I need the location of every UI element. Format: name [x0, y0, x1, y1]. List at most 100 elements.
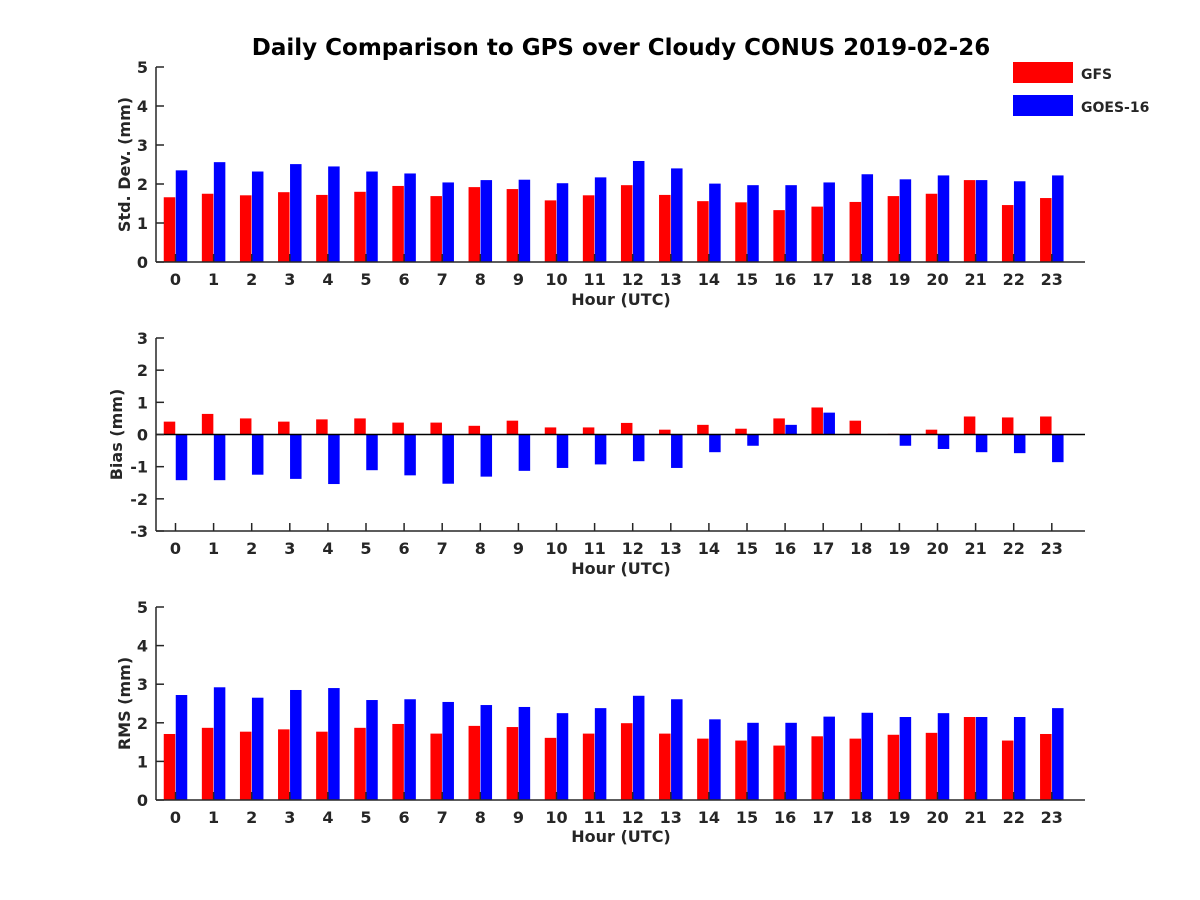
x-tick-label-rms-4: 4 — [322, 808, 333, 827]
x-axis-label-stddev: Hour (UTC) — [571, 290, 671, 309]
bar-bias-goes16-0 — [175, 434, 188, 481]
bar-stddev-goes16-20 — [937, 175, 950, 262]
bar-stddev-goes16-4 — [328, 166, 340, 262]
x-tick-label-bias-13: 13 — [660, 539, 682, 558]
bar-stddev-goes16-13 — [671, 168, 683, 262]
y-tick-label-stddev-2: 2 — [137, 175, 148, 194]
bar-bias-goes16-8 — [480, 434, 493, 477]
x-tick-label-stddev-8: 8 — [475, 270, 486, 289]
x-tick-label-bias-5: 5 — [360, 539, 371, 558]
x-tick-label-stddev-20: 20 — [926, 270, 948, 289]
bar-bias-gfs-0 — [163, 421, 176, 435]
bar-bias-gfs-12 — [620, 422, 633, 435]
bar-bias-goes16-3 — [290, 434, 302, 479]
x-tick-label-stddev-15: 15 — [736, 270, 758, 289]
y-tick-label-rms-1: 1 — [137, 752, 148, 771]
bar-bias-gfs-11 — [582, 427, 595, 435]
x-tick-label-rms-19: 19 — [888, 808, 910, 827]
bar-rms-goes16-5 — [366, 700, 378, 800]
bar-bias-gfs-20 — [925, 429, 938, 435]
bar-stddev-gfs-18 — [849, 201, 862, 262]
bar-stddev-goes16-7 — [442, 182, 454, 262]
bar-stddev-gfs-11 — [582, 195, 595, 262]
x-tick-label-bias-14: 14 — [698, 539, 720, 558]
x-tick-label-rms-13: 13 — [660, 808, 682, 827]
bar-rms-goes16-4 — [328, 688, 340, 800]
bar-bias-goes16-7 — [442, 434, 454, 484]
bar-rms-gfs-15 — [735, 740, 747, 800]
bar-bias-gfs-3 — [278, 421, 290, 435]
x-tick-label-rms-9: 9 — [513, 808, 524, 827]
bar-stddev-gfs-22 — [1001, 205, 1014, 262]
y-tick-label-stddev-0: 0 — [137, 253, 148, 272]
bar-bias-gfs-6 — [392, 422, 404, 435]
legend-swatch-gfs — [1013, 62, 1073, 83]
bar-stddev-gfs-13 — [659, 194, 671, 262]
x-tick-label-stddev-19: 19 — [888, 270, 910, 289]
x-tick-label-bias-19: 19 — [888, 539, 910, 558]
bar-rms-goes16-0 — [175, 695, 188, 800]
x-tick-label-bias-8: 8 — [475, 539, 486, 558]
y-tick-label-stddev-4: 4 — [137, 97, 148, 116]
x-tick-label-bias-16: 16 — [774, 539, 796, 558]
bar-stddev-goes16-18 — [861, 174, 874, 262]
bar-rms-goes16-14 — [709, 719, 721, 800]
y-tick-label-stddev-5: 5 — [137, 58, 148, 77]
bar-rms-gfs-6 — [392, 723, 404, 800]
bar-bias-gfs-5 — [354, 418, 366, 435]
x-tick-label-rms-21: 21 — [964, 808, 986, 827]
x-tick-label-bias-7: 7 — [437, 539, 448, 558]
x-tick-label-stddev-21: 21 — [964, 270, 986, 289]
bar-bias-goes16-4 — [328, 434, 340, 485]
bar-rms-goes16-2 — [251, 697, 264, 800]
bar-rms-goes16-16 — [785, 722, 797, 800]
bar-bias-goes16-17 — [823, 412, 835, 435]
x-tick-label-rms-16: 16 — [774, 808, 796, 827]
bar-stddev-goes16-10 — [556, 183, 569, 262]
x-tick-label-stddev-16: 16 — [774, 270, 796, 289]
bar-bias-goes16-9 — [518, 434, 531, 471]
bar-rms-gfs-5 — [354, 727, 366, 800]
bar-bias-gfs-14 — [697, 424, 709, 435]
bar-bias-goes16-23 — [1052, 434, 1064, 463]
bar-bias-goes16-15 — [747, 434, 759, 446]
y-tick-label-stddev-3: 3 — [137, 136, 148, 155]
x-tick-label-bias-12: 12 — [622, 539, 644, 558]
bar-bias-goes16-19 — [899, 434, 912, 446]
bar-rms-gfs-13 — [659, 733, 671, 800]
bar-stddev-gfs-21 — [963, 180, 976, 262]
bar-stddev-goes16-8 — [480, 180, 493, 262]
bar-rms-goes16-6 — [404, 699, 416, 800]
bar-stddev-gfs-10 — [544, 200, 557, 262]
x-tick-label-rms-1: 1 — [208, 808, 219, 827]
bar-stddev-goes16-14 — [709, 183, 721, 262]
bar-rms-gfs-11 — [582, 733, 595, 800]
x-tick-label-stddev-9: 9 — [513, 270, 524, 289]
bar-stddev-gfs-6 — [392, 185, 404, 262]
x-tick-label-bias-18: 18 — [850, 539, 872, 558]
x-tick-label-rms-10: 10 — [545, 808, 567, 827]
x-tick-label-rms-15: 15 — [736, 808, 758, 827]
bar-bias-gfs-21 — [963, 416, 976, 435]
bar-rms-gfs-4 — [316, 731, 328, 800]
x-tick-label-stddev-3: 3 — [284, 270, 295, 289]
y-tick-label-bias--2: -2 — [130, 490, 148, 509]
bar-bias-goes16-21 — [975, 434, 988, 453]
bar-stddev-gfs-14 — [697, 201, 709, 262]
y-tick-label-rms-5: 5 — [137, 598, 148, 617]
x-tick-label-rms-7: 7 — [437, 808, 448, 827]
bar-rms-gfs-16 — [773, 745, 785, 800]
bar-bias-goes16-12 — [632, 434, 645, 462]
bar-bias-gfs-2 — [239, 418, 252, 435]
x-tick-label-rms-20: 20 — [926, 808, 948, 827]
y-tick-label-bias-1: 1 — [137, 393, 148, 412]
bar-stddev-goes16-3 — [290, 164, 302, 262]
x-tick-label-stddev-18: 18 — [850, 270, 872, 289]
bar-stddev-goes16-19 — [899, 179, 912, 262]
x-tick-label-stddev-23: 23 — [1041, 270, 1063, 289]
x-tick-label-bias-17: 17 — [812, 539, 834, 558]
x-tick-label-stddev-4: 4 — [322, 270, 333, 289]
x-tick-label-rms-12: 12 — [622, 808, 644, 827]
